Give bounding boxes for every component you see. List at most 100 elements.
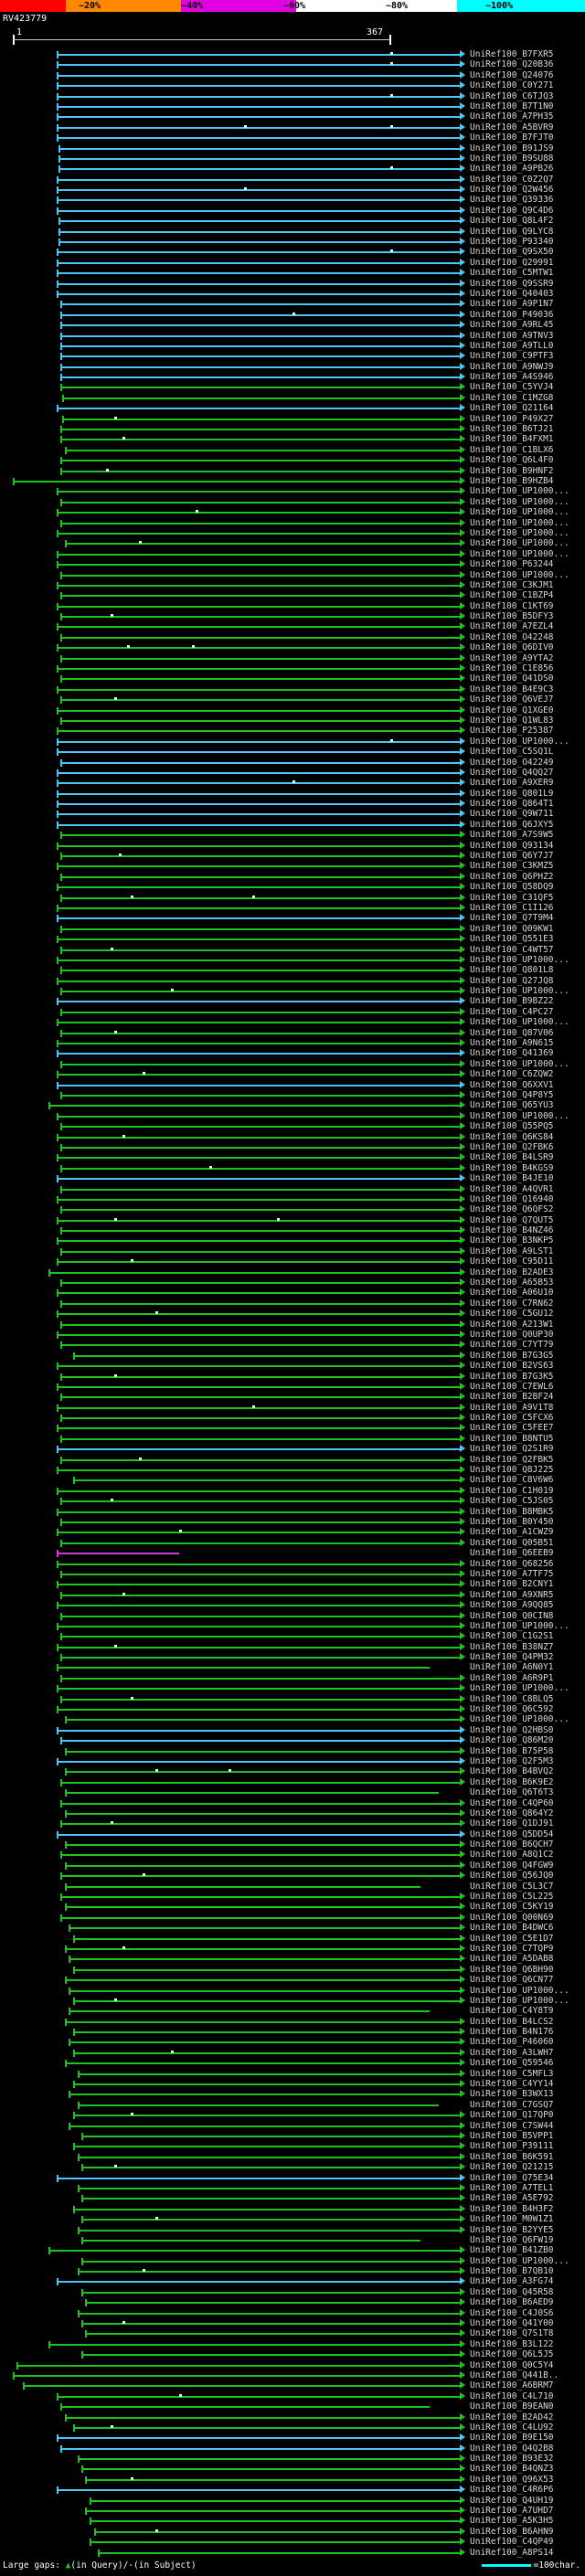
hit-row[interactable]: UniRef100_C1KT69 [0, 601, 585, 611]
hit-line[interactable] [57, 1625, 460, 1627]
hit-line[interactable] [57, 292, 460, 295]
hit-label[interactable]: UniRef100_Q2FBK5 [470, 1454, 554, 1465]
hit-line[interactable] [57, 1136, 460, 1139]
hit-line[interactable] [60, 657, 460, 660]
hit-line[interactable] [78, 2229, 460, 2231]
hit-line[interactable] [57, 74, 460, 77]
hit-row[interactable]: UniRef100_Q41Y00 [0, 2318, 585, 2328]
hit-label[interactable]: UniRef100_Q09KW1 [470, 923, 554, 934]
hit-row[interactable]: UniRef100_C5FCX6 [0, 1413, 585, 1423]
hit-line[interactable] [60, 1698, 460, 1701]
hit-row[interactable]: UniRef100_Q2W456 [0, 185, 585, 195]
hit-label[interactable]: UniRef100_B9EAN0 [470, 2401, 554, 2412]
hit-label[interactable]: UniRef100_A9LST1 [470, 1246, 554, 1256]
hit-line[interactable] [65, 2062, 460, 2065]
hit-line[interactable] [78, 2104, 439, 2106]
hit-line[interactable] [60, 1396, 460, 1399]
hit-line[interactable] [60, 678, 460, 681]
hit-row[interactable]: UniRef100_P25387 [0, 726, 585, 736]
hit-line[interactable] [81, 2167, 460, 2169]
hit-label[interactable]: UniRef100_Q86M20 [470, 1735, 554, 1746]
hit-row[interactable]: UniRef100_Q2FBK5 [0, 1455, 585, 1465]
hit-line[interactable] [60, 334, 460, 337]
hit-row[interactable]: UniRef100_C1G2S1 [0, 1631, 585, 1641]
hit-line[interactable] [57, 137, 460, 140]
hit-label[interactable]: UniRef100_Q45R58 [470, 2286, 554, 2297]
hit-label[interactable]: UniRef100_B4DWC6 [470, 1923, 554, 1934]
hit-line[interactable] [23, 2385, 460, 2388]
hit-row[interactable]: UniRef100_B4LCS2 [0, 2017, 585, 2027]
hit-row[interactable]: UniRef100_Q6JXY5 [0, 820, 585, 830]
hit-line[interactable] [65, 1750, 460, 1753]
hit-label[interactable]: UniRef100_B6AHN9 [470, 2526, 554, 2537]
hit-row[interactable]: UniRef100_A06U10 [0, 1288, 585, 1298]
hit-row[interactable]: UniRef100_UP1000... [0, 1996, 585, 2006]
hit-label[interactable]: UniRef100_Q8L4F2 [470, 216, 554, 227]
hit-row[interactable]: UniRef100_B4QNZ3 [0, 2464, 585, 2474]
hit-label[interactable]: UniRef100_C4PC27 [470, 1006, 554, 1017]
hit-label[interactable]: UniRef100_Q6XXV1 [470, 1079, 554, 1090]
hit-row[interactable]: UniRef100_C7YT79 [0, 1340, 585, 1350]
hit-line[interactable] [58, 230, 460, 233]
hit-line[interactable] [57, 865, 460, 868]
hit-label[interactable]: UniRef100_B2ADE3 [470, 1267, 554, 1277]
hit-label[interactable]: UniRef100_Q551E3 [470, 934, 554, 945]
hit-label[interactable]: UniRef100_Q4P8Y5 [470, 1090, 554, 1100]
hit-row[interactable]: UniRef100_B2ADE3 [0, 1267, 585, 1277]
hit-row[interactable]: UniRef100_Q00N69 [0, 1913, 585, 1923]
hit-row[interactable]: UniRef100_C4J0S6 [0, 2308, 585, 2318]
hit-label[interactable]: UniRef100_Q801L8 [470, 965, 554, 976]
hit-line[interactable] [60, 1230, 460, 1233]
hit-line[interactable] [57, 553, 460, 556]
hit-label[interactable]: UniRef100_P49X27 [470, 413, 554, 424]
hit-line[interactable] [60, 1458, 460, 1461]
hit-line[interactable] [78, 2072, 460, 2075]
hit-row[interactable]: UniRef100_Q9LYC8 [0, 227, 585, 237]
hit-label[interactable]: UniRef100_C4QP49 [470, 2537, 554, 2548]
hit-label[interactable]: UniRef100_A4S946 [470, 372, 554, 383]
hit-label[interactable]: UniRef100_Q9LYC8 [470, 226, 554, 237]
hit-line[interactable] [81, 2323, 460, 2326]
hit-label[interactable]: UniRef100_B75P58 [470, 1745, 554, 1756]
hit-row[interactable]: UniRef100_Q0UP30 [0, 1330, 585, 1340]
hit-label[interactable]: UniRef100_B3NKP5 [470, 1235, 554, 1246]
hit-row[interactable]: UniRef100_Q551E3 [0, 934, 585, 944]
hit-label[interactable]: UniRef100_B7G3G5 [470, 1350, 554, 1361]
hit-line[interactable] [73, 1354, 460, 1357]
hit-line[interactable] [65, 543, 460, 546]
hit-label[interactable]: UniRef100_UP1000... [470, 1017, 569, 1028]
hit-label[interactable]: UniRef100_B9BZ22 [470, 996, 554, 1007]
hit-row[interactable]: UniRef100_Q4FGW9 [0, 1860, 585, 1871]
hit-line[interactable] [57, 272, 460, 275]
hit-line[interactable] [65, 1979, 460, 1982]
hit-row[interactable]: UniRef100_Q6EEB9 [0, 1548, 585, 1558]
hit-label[interactable]: UniRef100_Q6VEJ7 [470, 694, 554, 705]
hit-label[interactable]: UniRef100_A9P1N7 [470, 299, 554, 310]
hit-label[interactable]: UniRef100_Q58DQ9 [470, 882, 554, 893]
hit-row[interactable]: UniRef100_A9PB26 [0, 164, 585, 174]
hit-row[interactable]: UniRef100_A6R9P1 [0, 1673, 585, 1683]
hit-line[interactable] [60, 1500, 460, 1503]
hit-label[interactable]: UniRef100_C5GU12 [470, 1309, 554, 1320]
hit-row[interactable]: UniRef100_Q17QP0 [0, 2110, 585, 2120]
hit-line[interactable] [57, 751, 460, 754]
hit-line[interactable] [73, 2051, 460, 2054]
hit-label[interactable]: UniRef100_A7TF75 [470, 1568, 554, 1579]
hit-label[interactable]: UniRef100_Q7QUT5 [470, 1214, 554, 1225]
hit-row[interactable]: UniRef100_B4KGS9 [0, 1163, 585, 1173]
hit-label[interactable]: UniRef100_P93340 [470, 237, 554, 248]
hit-line[interactable] [57, 116, 460, 119]
hit-row[interactable]: UniRef100_Q55PQ5 [0, 1121, 585, 1131]
hit-line[interactable] [81, 2198, 460, 2200]
hit-line[interactable] [65, 449, 460, 451]
hit-row[interactable]: UniRef100_UP1000... [0, 955, 585, 965]
hit-label[interactable]: UniRef100_B7FJT0 [470, 133, 554, 143]
hit-row[interactable]: UniRef100_Q4QQ27 [0, 768, 585, 778]
hit-label[interactable]: UniRef100_C4R6P6 [470, 2485, 554, 2496]
hit-label[interactable]: UniRef100_C4WT57 [470, 944, 554, 955]
hit-label[interactable]: UniRef100_Q864T1 [470, 799, 554, 810]
hit-label[interactable]: UniRef100_Q9SSR9 [470, 278, 554, 289]
hit-label[interactable]: UniRef100_C1BZP4 [470, 590, 554, 601]
hit-line[interactable] [58, 220, 460, 223]
hit-label[interactable]: UniRef100_B6TJ21 [470, 424, 554, 435]
